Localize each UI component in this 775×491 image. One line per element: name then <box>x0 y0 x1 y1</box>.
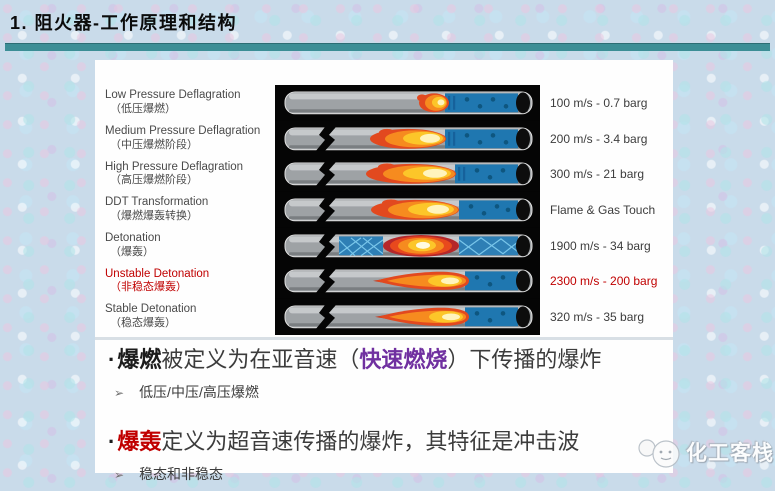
diagram-row: Medium Pressure Deflagration （中压爆燃阶段） <box>95 120 673 157</box>
arrow-bullet-icon: ➢ <box>114 468 125 482</box>
detonation-definition: ·爆轰定义为超音速传播的爆炸，其特征是冲击波 <box>108 429 580 454</box>
bullet-marker: · <box>108 347 116 372</box>
section-divider <box>95 337 673 340</box>
deflagration-diagram: Low Pressure Deflagration （低压爆燃） <box>95 85 673 335</box>
row-label: Detonation （爆轰） <box>105 232 161 258</box>
pipe-illustration-detonation <box>275 227 540 264</box>
row-value: 100 m/s - 0.7 barg <box>550 95 648 110</box>
pipe-illustration-high-pressure <box>275 156 540 193</box>
pipe-illustration-ddt <box>275 192 540 228</box>
page-title: 1. 阻火器-工作原理和结构 <box>10 13 238 33</box>
row-value: Flame & Gas Touch <box>550 202 656 217</box>
watermark-text: 化工客栈 <box>686 442 774 465</box>
diagram-row: Stable Detonation （稳态爆轰） <box>95 299 673 335</box>
diagram-row: Detonation （爆轰） <box>95 227 673 264</box>
pipe-illustration-medium-pressure <box>275 120 540 157</box>
row-value: 200 m/s - 3.4 barg <box>550 131 648 146</box>
diagram-row: DDT Transformation （爆燃爆轰转换） <box>95 192 673 228</box>
row-label: High Pressure Deflagration （高压爆燃阶段） <box>105 160 244 187</box>
spacer <box>108 402 670 428</box>
row-value: 1900 m/s - 34 barg <box>550 238 651 253</box>
deflagration-sub-item: ➢ 低压/中压/高压爆燃 <box>114 384 259 400</box>
pipe-illustration-unstable-detonation <box>275 263 540 300</box>
watermark: 化工客栈 <box>634 431 774 473</box>
row-value: 2300 m/s - 200 barg <box>550 274 658 289</box>
row-value: 320 m/s - 35 barg <box>550 309 645 324</box>
row-label: Unstable Detonation （非稳态爆轰） <box>105 267 210 294</box>
pipe-illustration-stable-detonation <box>275 299 540 335</box>
detonation-sub-item: ➢ 稳态和非稳态 <box>114 466 224 482</box>
row-label: Medium Pressure Deflagration （中压爆燃阶段） <box>105 125 261 151</box>
diagram-row: High Pressure Deflagration （高压爆燃阶段） <box>95 156 673 193</box>
row-value: 300 m/s - 21 barg <box>550 167 645 182</box>
row-label: DDT Transformation （爆燃爆轰转换） <box>105 196 209 222</box>
row-label: Stable Detonation （稳态爆轰） <box>105 303 197 329</box>
diagram-row: Low Pressure Deflagration （低压爆燃） <box>95 85 673 121</box>
chat-face-icon <box>638 439 680 468</box>
slide-content: Low Pressure Deflagration （低压爆燃） <box>95 60 673 482</box>
row-label: Low Pressure Deflagration （低压爆燃） <box>105 89 241 115</box>
arrow-bullet-icon: ➢ <box>114 386 125 400</box>
deflagration-definition: ·爆燃被定义为在亚音速（快速燃烧）下传播的爆炸 <box>108 347 602 372</box>
definitions-text: ·爆燃被定义为在亚音速（快速燃烧）下传播的爆炸 ➢ 低压/中压/高压爆燃 ·爆轰定… <box>108 346 670 484</box>
bullet-marker: · <box>108 429 116 454</box>
pipe-illustration-low-pressure <box>275 85 540 121</box>
diagram-row: Unstable Detonation （非稳态爆轰） <box>95 263 673 300</box>
title-divider <box>5 43 770 51</box>
